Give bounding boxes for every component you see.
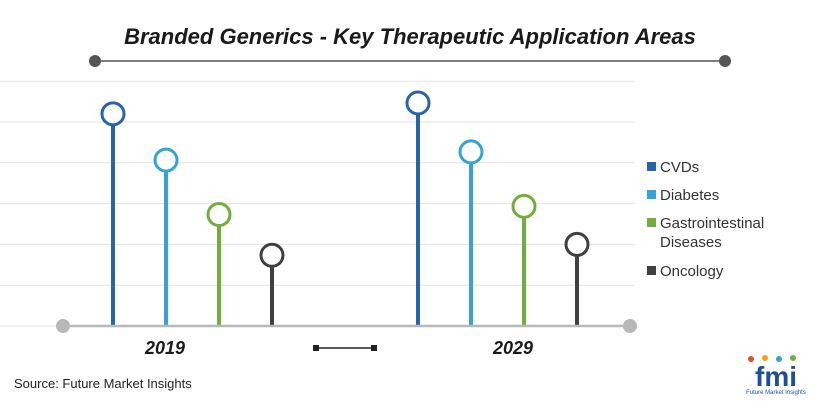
marker-oncology-2029: [564, 231, 590, 257]
legend-label-gastrointestinal-diseases: Gastrointestinal Diseases: [660, 215, 764, 251]
legend: CVDs Diabetes Gastrointestinal Diseases Onco…: [647, 159, 764, 280]
logo-subtitle: Future Market Insights: [746, 390, 806, 396]
logo-dot-green: [790, 355, 796, 361]
marker-cvds-2029: [405, 90, 431, 116]
gridlines: [0, 80, 635, 327]
legend-label-diabetes: Diabetes: [660, 187, 719, 204]
logo-wordmark: fmi: [755, 361, 797, 392]
logo-dot-blue: [776, 356, 782, 362]
marker-oncology-2019: [259, 242, 285, 268]
source-note: Source: Future Market Insights: [14, 376, 192, 391]
logo-dot-red: [748, 356, 754, 362]
legend-swatch-gastrointestinal-diseases: [647, 218, 656, 227]
separator-left-end: [313, 345, 319, 351]
legend-swatch-oncology: [647, 266, 656, 275]
chart-title: Branded Generics - Key Therapeutic Appli…: [124, 24, 696, 49]
lollipop-marks: [100, 90, 590, 326]
title-underline-left-dot: [89, 55, 101, 67]
marker-diabetes-2029: [458, 139, 484, 165]
baseline-left-dot: [56, 319, 70, 333]
marker-gastrointestinal-diseases-2029: [511, 193, 537, 219]
separator-right-end: [371, 345, 377, 351]
fmi-logo: fmi Future Market Insights: [746, 355, 806, 396]
baseline-right-dot: [623, 319, 637, 333]
logo-dot-orange: [762, 355, 768, 361]
marker-cvds-2019: [100, 101, 126, 127]
legend-label-oncology: Oncology: [660, 263, 724, 280]
category-label-2029: 2029: [492, 338, 533, 358]
legend-label-cvds: CVDs: [660, 159, 699, 176]
legend-swatch-diabetes: [647, 190, 656, 199]
category-labels: 2019 2029: [144, 338, 533, 358]
title-underline-right-dot: [719, 55, 731, 67]
legend-swatch-cvds: [647, 162, 656, 171]
marker-diabetes-2019: [153, 147, 179, 173]
marker-gastrointestinal-diseases-2019: [206, 201, 232, 227]
category-label-2019: 2019: [144, 338, 185, 358]
